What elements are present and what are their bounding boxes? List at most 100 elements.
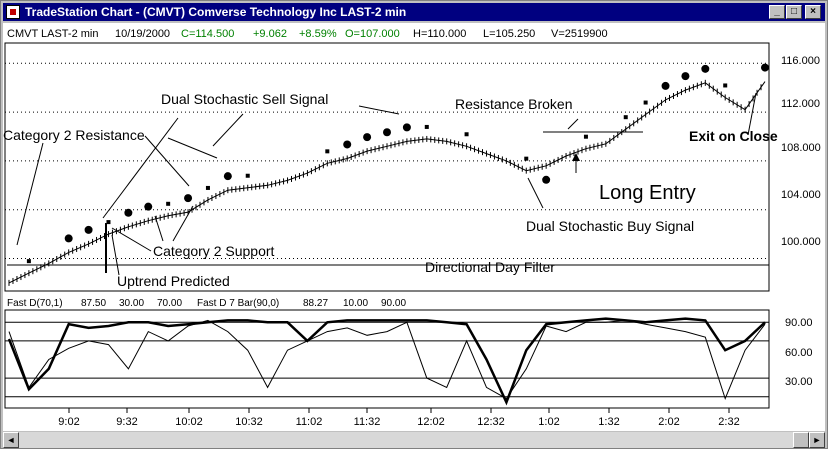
indicator-panel-frame [4,309,770,409]
ind2-level2: 90.00 [381,298,406,309]
status-symbol: CMVT LAST-2 min [7,28,99,40]
signal-dot [144,202,153,211]
exit-pointer-line [747,92,757,136]
time-tick-label: 11:02 [296,416,323,428]
price-tick-label: 116.000 [781,55,820,67]
annotation-exit: Exit on Close [689,128,778,144]
signal-square [583,134,588,139]
signal-dot [184,194,193,203]
price-tick-label: 104.000 [781,189,821,201]
signal-square [166,201,171,206]
signal-square [524,156,529,161]
signal-dot [363,133,372,142]
horizontal-scrollbar[interactable]: ◄ ► [3,432,825,448]
ind1-level1: 30.00 [119,298,144,309]
signal-dot [681,72,690,81]
ind2-name: Fast D 7 Bar(90,0) [197,298,279,309]
signal-dot [223,172,232,181]
price-tick-label: 100.000 [781,236,821,248]
long-entry-arrow-head [572,153,580,161]
status-change: +9.062 [253,28,287,40]
signal-dot [343,140,352,149]
resistance-pointer-line [102,117,179,219]
signal-square [723,83,728,88]
signal-dot [761,63,769,72]
annotation-resistance-broken: Resistance Broken [455,96,573,112]
price-tick-label: 108.000 [781,142,821,154]
indicator-lines [7,317,766,406]
indicator-grid [5,321,769,398]
indicator-tick-label: 60.00 [785,347,813,359]
signal-square [205,185,210,190]
scroll-right-icon[interactable]: ► [809,432,825,448]
time-tick-label: 11:32 [354,416,381,428]
signal-dot [84,225,93,234]
annotation-dual-buy: Dual Stochastic Buy Signal [526,218,694,234]
signal-square [424,124,429,129]
status-date: 10/19/2000 [115,28,170,40]
signal-square [464,132,469,137]
scroll-thumb[interactable] [793,432,809,448]
maximize-button[interactable]: □ [786,5,802,19]
tradestation-app-icon[interactable] [6,5,20,19]
uptrend-pointer-line [111,234,120,276]
signal-square [325,149,330,154]
ind2-value: 88.27 [303,298,328,309]
status-close: C=114.500 [181,28,234,40]
time-tick-label: 1:02 [538,416,559,428]
status-high: H=110.000 [413,28,466,40]
signal-square [245,173,250,178]
ind1-level2: 70.00 [157,298,182,309]
signal-dot [64,234,73,243]
ind1-value: 87.50 [81,298,106,309]
annotation-dual-sell: Dual Stochastic Sell Signal [161,91,328,107]
price-tick-label: 112.000 [781,98,820,110]
chart-canvas[interactable]: CMVT LAST-2 min 10/19/2000 C=114.500 +9.… [3,23,825,431]
status-volume: V=2519900 [551,28,608,40]
time-tick-label: 12:02 [417,416,445,428]
signal-square [26,259,31,264]
fast-d-line [8,319,766,401]
signal-dot [402,123,411,132]
sell-pointer-line [358,105,400,115]
status-low: L=105.250 [483,28,535,40]
indicator-tick-label: 90.00 [785,317,813,329]
buy-pointer-line [527,177,544,209]
status-change-pct: +8.59% [299,28,337,40]
time-tick-label: 9:02 [58,416,79,428]
window-title: TradeStation Chart - (CMVT) Comverse Tec… [25,5,407,19]
ind2-level1: 10.00 [343,298,368,309]
time-axis: 9:02 9:32 10:02 10:32 11:02 11:32 12:02 12:32 1:… [58,408,740,428]
signal-dot [383,128,391,137]
resistance-broken-pointer-line [567,118,579,130]
annotation-cat2-resistance: Category 2 Resistance [3,127,145,143]
time-tick-label: 10:32 [235,416,263,428]
sell-pointer-line [212,113,244,147]
annotation-cat2-support: Category 2 Support [153,243,275,259]
price-grid [5,62,769,259]
signal-dot [124,208,133,217]
resistance-pointer-line [16,142,44,246]
annotation-uptrend: Uptrend Predicted [117,273,230,289]
signal-square [643,100,648,105]
time-tick-label: 10:02 [175,416,203,428]
support-pointer-line [111,227,152,252]
time-tick-label: 9:32 [116,416,137,428]
signal-square [623,115,628,120]
chart-area[interactable]: CMVT LAST-2 min 10/19/2000 C=114.500 +9.… [3,23,825,431]
status-open: O=107.000 [345,28,400,40]
signal-dot [661,81,670,90]
title-bar[interactable]: TradeStation Chart - (CMVT) Comverse Tec… [3,3,825,21]
annotation-directional: Directional Day Filter [425,259,555,275]
time-tick-label: 12:32 [477,416,505,428]
signal-markers [26,63,769,264]
indicator-tick-label: 30.00 [785,376,813,388]
scroll-left-icon[interactable]: ◄ [3,432,19,448]
price-bars [8,79,766,286]
minimize-button[interactable]: _ [769,5,785,19]
sell-pointer-line [167,137,218,159]
close-button[interactable]: × [805,5,821,19]
ind1-name: Fast D(70,1) [7,298,63,309]
time-tick-label: 2:32 [718,416,739,428]
